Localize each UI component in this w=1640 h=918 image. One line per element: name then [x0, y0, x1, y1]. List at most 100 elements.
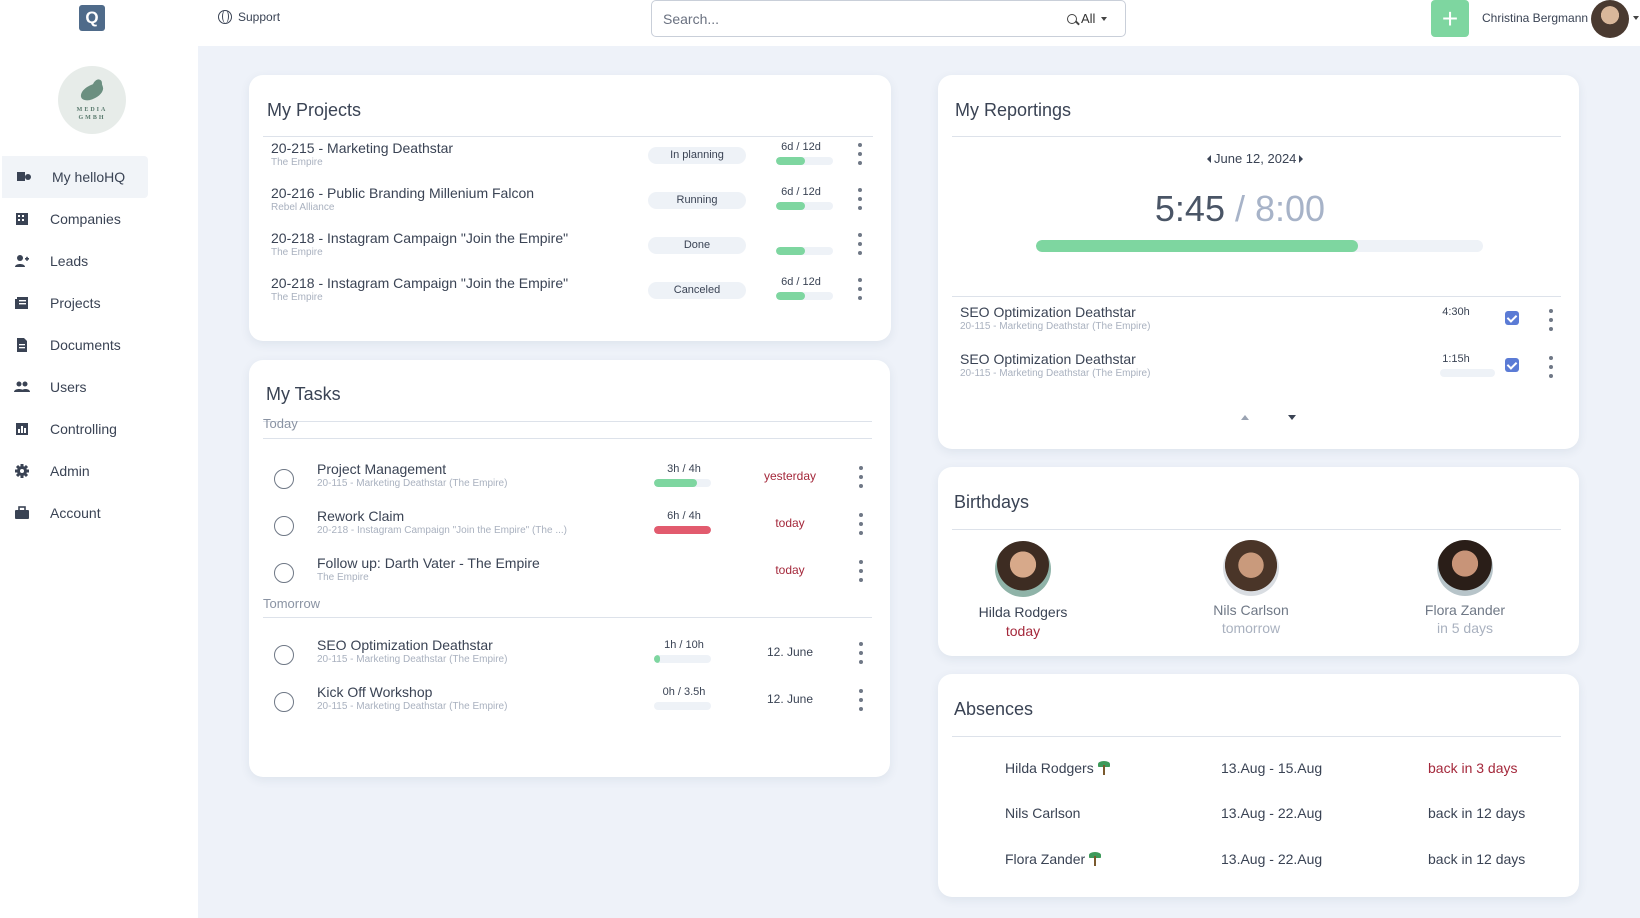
project-client: The Empire — [271, 247, 323, 258]
absence-person: Hilda Rodgers — [1005, 760, 1110, 776]
absence-person: Nils Carlson — [1005, 805, 1080, 821]
reporting-checkbox[interactable] — [1505, 358, 1519, 372]
task-title[interactable]: Kick Off Workshop — [317, 684, 433, 700]
sidebar-item-label: Account — [50, 505, 101, 521]
task-complete-radio[interactable] — [274, 645, 294, 665]
more-options-icon[interactable] — [1548, 309, 1554, 331]
user-name[interactable]: Christina Bergmann — [1482, 11, 1589, 25]
sidebar-item-controlling[interactable]: Controlling — [0, 408, 198, 450]
task-title[interactable]: Rework Claim — [317, 508, 405, 524]
sidebar-item-companies[interactable]: Companies — [0, 198, 198, 240]
absence-name: Nils Carlson — [1005, 805, 1081, 821]
more-options-icon[interactable] — [857, 143, 863, 165]
more-options-icon[interactable] — [858, 642, 864, 664]
sidebar-item-admin[interactable]: Admin — [0, 450, 198, 492]
divider — [952, 136, 1561, 137]
task-subtitle: 20-115 - Marketing Deathstar (The Empire… — [317, 701, 508, 712]
task-complete-radio[interactable] — [274, 692, 294, 712]
task-subtitle: 20-115 - Marketing Deathstar (The Empire… — [317, 478, 508, 489]
reporting-title[interactable]: SEO Optimization Deathstar — [960, 351, 1136, 367]
reporting-hours: 1:15h — [1442, 353, 1470, 365]
target-time: 8:00 — [1255, 188, 1326, 229]
user-avatar[interactable] — [1591, 0, 1629, 38]
absence-range: 13.Aug - 22.Aug — [1221, 805, 1323, 821]
task-complete-radio[interactable] — [274, 563, 294, 583]
sidebar-item-label: Projects — [50, 295, 101, 311]
logged-time: 5:45 — [1154, 188, 1225, 229]
reporting-checkbox[interactable] — [1505, 311, 1519, 325]
sidebar-item-leads[interactable]: Leads — [0, 240, 198, 282]
absence-name: Flora Zander — [1005, 851, 1086, 867]
more-options-icon[interactable] — [858, 689, 864, 711]
more-options-icon[interactable] — [858, 560, 864, 582]
more-options-icon[interactable] — [1548, 356, 1554, 378]
next-day-icon[interactable] — [1299, 154, 1304, 163]
project-title[interactable]: 20-216 - Public Branding Millenium Falco… — [271, 185, 535, 201]
user-menu-chevron-icon[interactable] — [1633, 16, 1639, 20]
task-title[interactable]: SEO Optimization Deathstar — [317, 637, 493, 653]
task-title[interactable]: Follow up: Darth Vater - The Empire — [317, 555, 540, 571]
sidebar-item-label: Companies — [50, 211, 121, 227]
status-badge: Canceled — [648, 282, 746, 299]
dove-icon — [77, 79, 107, 105]
project-title[interactable]: 20-218 - Instagram Campaign "Join the Em… — [271, 230, 569, 246]
more-options-icon[interactable] — [858, 466, 864, 488]
company-logo: MEDIA GMBH — [58, 66, 126, 134]
search-input[interactable] — [652, 1, 1032, 36]
task-due: yesterday — [763, 469, 817, 483]
divider — [263, 617, 872, 618]
birthday-when: in 5 days — [1436, 620, 1494, 636]
user-plus-icon — [14, 253, 30, 269]
task-progress-bar — [654, 702, 711, 710]
search-box: All — [651, 0, 1126, 37]
task-time: 6h / 4h — [667, 510, 701, 522]
more-options-icon[interactable] — [858, 513, 864, 535]
absence-range: 13.Aug - 15.Aug — [1221, 760, 1323, 776]
task-due: today — [775, 563, 805, 577]
reporting-title[interactable]: SEO Optimization Deathstar — [960, 304, 1136, 320]
support-link[interactable]: Support — [218, 10, 280, 24]
task-complete-radio[interactable] — [274, 516, 294, 536]
sidebar-item-account[interactable]: Account — [0, 492, 198, 534]
sidebar: MEDIA GMBH My helloHQ Companies Leads Projec… — [0, 46, 198, 918]
sidebar-item-documents[interactable]: Documents — [0, 324, 198, 366]
task-progress-fill — [654, 526, 711, 534]
report-date[interactable]: June 12, 2024 — [1214, 151, 1297, 166]
scroll-down-icon[interactable] — [1288, 415, 1296, 420]
project-title[interactable]: 20-218 - Instagram Campaign "Join the Em… — [271, 275, 569, 291]
task-title[interactable]: Project Management — [317, 461, 447, 477]
project-progress-bar — [776, 247, 833, 255]
birthday-avatar — [1223, 540, 1279, 596]
task-complete-radio[interactable] — [274, 469, 294, 489]
time-summary: 5:45 / 8:00 — [1154, 188, 1326, 229]
birthday-name: Flora Zander — [1424, 602, 1506, 618]
prev-day-icon[interactable] — [1207, 154, 1211, 163]
project-progress-fill — [776, 247, 805, 255]
sidebar-item-projects[interactable]: Projects — [0, 282, 198, 324]
sidebar-item-users[interactable]: Users — [0, 366, 198, 408]
project-client: The Empire — [271, 292, 323, 303]
task-group-label: Today — [263, 416, 298, 431]
birthday-avatar — [1437, 540, 1493, 596]
sidebar-item-my-hellohq[interactable]: My helloHQ — [2, 156, 148, 198]
divider — [263, 136, 873, 137]
company-name: MEDIA GMBH — [76, 106, 108, 121]
add-button[interactable]: + — [1431, 0, 1469, 37]
search-filter-dropdown[interactable]: All — [1067, 11, 1108, 26]
more-options-icon[interactable] — [857, 233, 863, 255]
task-time: 0h / 3.5h — [662, 686, 706, 698]
task-time: 3h / 4h — [667, 463, 701, 475]
hellohq-logo[interactable]: Q — [79, 5, 105, 31]
task-subtitle: 20-218 - Instagram Campaign "Join the Em… — [317, 525, 567, 536]
scroll-up-icon[interactable] — [1241, 415, 1249, 420]
task-progress-bar — [654, 526, 711, 534]
more-options-icon[interactable] — [857, 278, 863, 300]
absences-card: Absences — [938, 674, 1579, 897]
sidebar-nav: My helloHQ Companies Leads Projects Document… — [0, 156, 198, 534]
reporting-progress-bar — [1440, 369, 1495, 377]
projects-title: My Projects — [267, 100, 362, 120]
more-options-icon[interactable] — [857, 188, 863, 210]
project-title[interactable]: 20-215 - Marketing Deathstar — [271, 140, 454, 156]
sidebar-item-label: My helloHQ — [52, 169, 126, 185]
project-client: Rebel Alliance — [271, 202, 335, 213]
